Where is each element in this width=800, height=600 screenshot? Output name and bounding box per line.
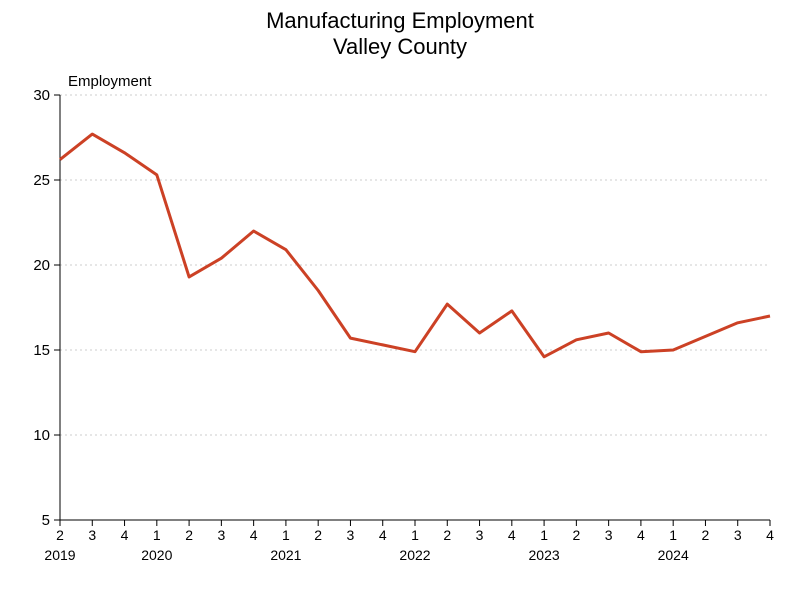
- x-tick-quarter: 1: [669, 527, 677, 543]
- x-tick-year: 2024: [658, 547, 689, 563]
- x-tick-quarter: 2: [314, 527, 322, 543]
- x-tick-quarter: 3: [347, 527, 355, 543]
- x-tick-quarter: 2: [185, 527, 193, 543]
- x-tick-quarter: 2: [443, 527, 451, 543]
- x-tick-quarter: 2: [702, 527, 710, 543]
- x-tick-quarter: 4: [379, 527, 387, 543]
- x-tick-quarter: 1: [540, 527, 548, 543]
- x-tick-quarter: 1: [282, 527, 290, 543]
- chart-container: Manufacturing Employment Valley County E…: [0, 0, 800, 600]
- x-tick-quarter: 3: [605, 527, 613, 543]
- y-tick-label: 10: [33, 427, 50, 444]
- x-tick-quarter: 3: [476, 527, 484, 543]
- x-tick-quarter: 4: [766, 527, 774, 543]
- x-tick-year: 2020: [141, 547, 172, 563]
- x-tick-quarter: 3: [217, 527, 225, 543]
- x-tick-quarter: 4: [250, 527, 258, 543]
- x-tick-year: 2019: [44, 547, 75, 563]
- y-tick-label: 5: [42, 512, 50, 529]
- data-line: [60, 134, 770, 357]
- x-tick-quarter: 4: [637, 527, 645, 543]
- x-tick-quarter: 4: [121, 527, 129, 543]
- x-tick-quarter: 1: [153, 527, 161, 543]
- x-tick-quarter: 4: [508, 527, 516, 543]
- x-tick-quarter: 3: [88, 527, 96, 543]
- y-tick-label: 25: [33, 172, 50, 189]
- x-tick-year: 2021: [270, 547, 301, 563]
- x-tick-quarter: 3: [734, 527, 742, 543]
- chart-svg: 5 10 15 20 25 30 2 3 4 1 2 3 4 1 2 3 4 1 2 3 4 1 2 3 4 1 2 3 4 2019 20…: [0, 0, 800, 600]
- x-tick-year: 2022: [399, 547, 430, 563]
- y-tick-label: 15: [33, 342, 50, 359]
- x-tick-quarter: 2: [56, 527, 64, 543]
- y-tick-label: 30: [33, 87, 50, 104]
- x-tick-year: 2023: [529, 547, 560, 563]
- y-tick-label: 20: [33, 257, 50, 274]
- x-tick-quarter: 1: [411, 527, 419, 543]
- x-tick-quarter: 2: [572, 527, 580, 543]
